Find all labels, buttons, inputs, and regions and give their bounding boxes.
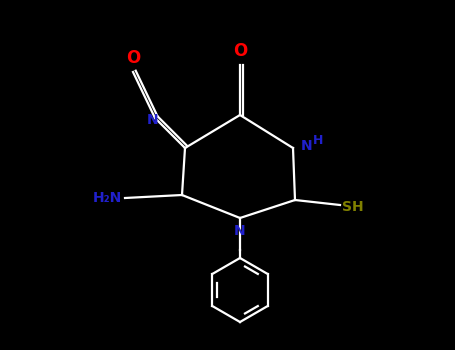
Text: O: O (126, 49, 140, 67)
Text: H₂N: H₂N (93, 191, 122, 205)
Text: SH: SH (342, 200, 364, 214)
Text: N: N (301, 139, 313, 153)
Text: H: H (313, 133, 324, 147)
Text: N: N (234, 224, 246, 238)
Text: N: N (147, 113, 159, 127)
Text: O: O (233, 42, 247, 60)
